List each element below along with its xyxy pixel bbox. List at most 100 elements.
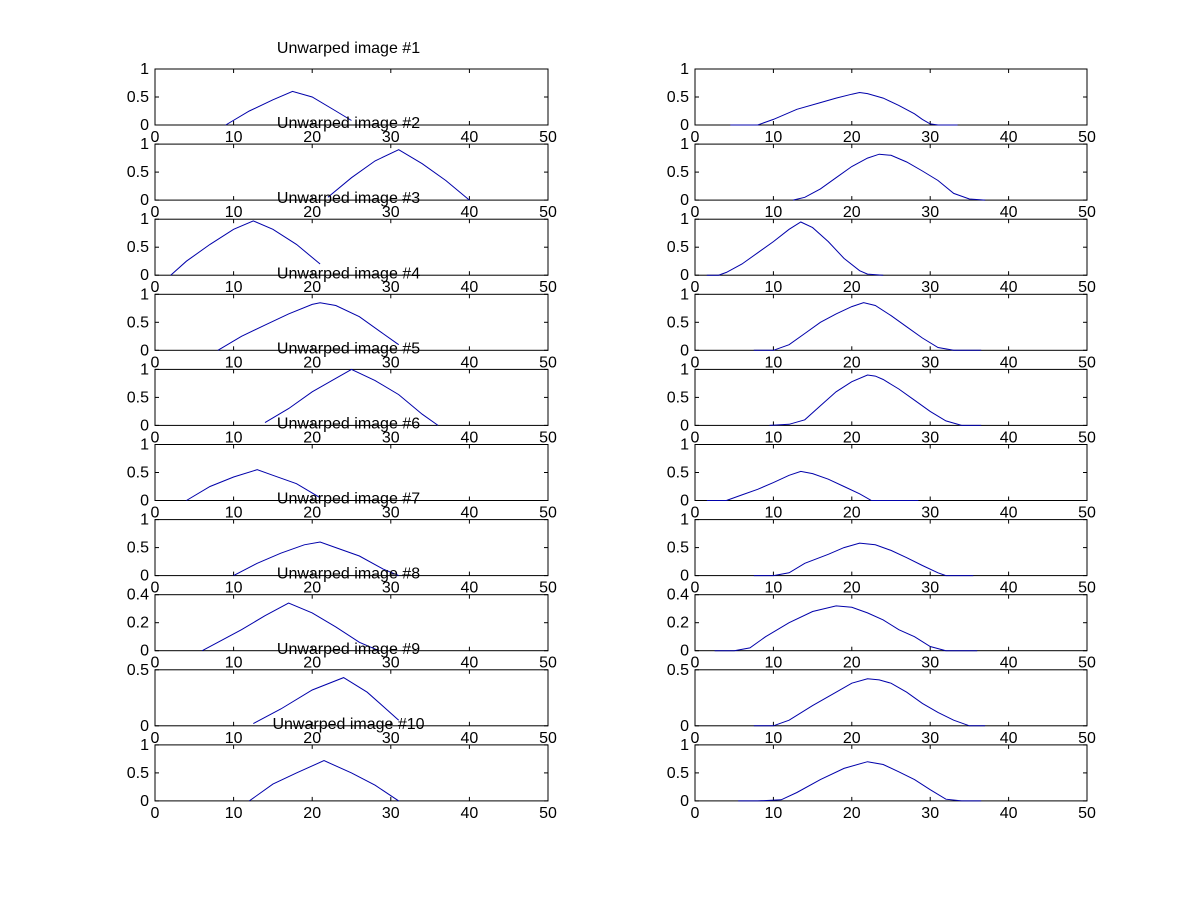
subplot-title: Unwarped image #6	[277, 416, 420, 433]
x-tick-label: 10	[225, 204, 243, 221]
x-tick-label: 10	[765, 204, 783, 221]
series-line	[217, 302, 399, 351]
x-tick-label: 10	[765, 429, 783, 446]
series-line	[233, 541, 399, 577]
y-tick-label: 1	[680, 737, 689, 754]
series-line	[753, 302, 982, 351]
subplot-7-left: 0 10 20 30 40 50 0 0.5 1 Unwarped image #7	[127, 491, 557, 597]
x-tick-label: 50	[1078, 279, 1096, 296]
x-tick-label: 40	[1000, 129, 1018, 146]
x-tick-label: 20	[843, 580, 861, 597]
x-tick-label: 40	[1000, 429, 1018, 446]
y-tick-label: 0.5	[127, 465, 149, 482]
x-tick-label: 0	[151, 730, 160, 747]
x-tick-label: 40	[461, 129, 479, 146]
y-tick-label: 1	[680, 437, 689, 454]
y-tick-label: 0	[680, 267, 689, 284]
x-tick-label: 50	[539, 805, 557, 822]
x-tick-label: 50	[1078, 129, 1096, 146]
x-tick-label: 0	[151, 655, 160, 672]
x-tick-label: 10	[765, 354, 783, 371]
y-tick-label: 0	[680, 417, 689, 434]
x-tick-label: 10	[765, 129, 783, 146]
x-tick-label: 40	[1000, 505, 1018, 522]
y-tick-label: 0	[140, 793, 149, 810]
axes-box	[694, 293, 1088, 351]
y-tick-label: 0.5	[127, 89, 149, 106]
x-tick-label: 40	[461, 279, 479, 296]
x-tick-label: 40	[1000, 730, 1018, 747]
y-tick-label: 0.5	[127, 765, 149, 782]
x-tick-label: 20	[303, 505, 321, 522]
y-tick-label: 0	[140, 192, 149, 209]
y-tick-label: 0	[140, 117, 149, 134]
y-tick-label: 0.4	[667, 587, 689, 604]
x-tick-label: 0	[151, 204, 160, 221]
y-tick-label: 0.2	[667, 615, 689, 632]
x-tick-label: 10	[765, 730, 783, 747]
y-tick-label: 0	[140, 417, 149, 434]
y-tick-label: 0	[680, 643, 689, 660]
x-tick-label: 10	[225, 580, 243, 597]
x-tick-label: 40	[461, 580, 479, 597]
x-tick-label: 0	[691, 730, 700, 747]
x-tick-label: 20	[303, 129, 321, 146]
subplot-8-left: 0 10 20 30 40 50 0 0.2 0.4 Unwarped image #8	[127, 566, 557, 672]
x-tick-label: 30	[382, 805, 400, 822]
y-tick-label: 0	[680, 192, 689, 209]
y-tick-label: 0	[680, 793, 689, 810]
x-tick-label: 0	[691, 279, 700, 296]
x-tick-label: 40	[1000, 279, 1018, 296]
x-tick-label: 0	[691, 655, 700, 672]
y-tick-label: 1	[140, 737, 149, 754]
x-tick-label: 30	[921, 805, 939, 822]
x-tick-label: 20	[303, 730, 321, 747]
series-line	[186, 469, 321, 501]
x-tick-label: 10	[225, 805, 243, 822]
x-tick-label: 30	[382, 279, 400, 296]
x-tick-label: 0	[691, 429, 700, 446]
subplot-3-left: 0 10 20 30 40 50 0 0.5 1 Unwarped image #3	[127, 190, 557, 296]
series-line	[714, 605, 978, 652]
x-tick-label: 40	[1000, 580, 1018, 597]
x-tick-label: 0	[691, 129, 700, 146]
x-tick-label: 10	[765, 655, 783, 672]
x-tick-label: 50	[539, 429, 557, 446]
x-tick-label: 50	[1078, 730, 1096, 747]
x-tick-label: 20	[843, 279, 861, 296]
y-tick-label: 1	[140, 286, 149, 303]
series-line	[753, 678, 986, 727]
x-tick-label: 40	[461, 429, 479, 446]
x-tick-label: 30	[382, 655, 400, 672]
x-tick-label: 10	[225, 655, 243, 672]
axes-box	[694, 218, 1088, 276]
x-tick-label: 10	[225, 505, 243, 522]
subplot-5-right: 0 10 20 30 40 50 0 0.5 1	[667, 361, 1096, 446]
y-tick-label: 1	[140, 512, 149, 529]
subplot-4-right: 0 10 20 30 40 50 0 0.5 1	[667, 286, 1096, 371]
x-tick-label: 0	[151, 580, 160, 597]
x-tick-label: 40	[1000, 805, 1018, 822]
subplot-6-left: 0 10 20 30 40 50 0 0.5 1 Unwarped image #6	[127, 416, 557, 522]
x-tick-label: 10	[225, 429, 243, 446]
x-tick-label: 50	[1078, 429, 1096, 446]
y-tick-label: 1	[680, 361, 689, 378]
y-tick-label: 0.4	[127, 587, 149, 604]
x-tick-label: 40	[1000, 354, 1018, 371]
y-tick-label: 1	[140, 61, 149, 78]
y-tick-label: 0.2	[127, 615, 149, 632]
x-tick-label: 0	[151, 279, 160, 296]
subplot-10-right: 0 10 20 30 40 50 0 0.5 1	[667, 737, 1096, 822]
x-tick-label: 50	[539, 580, 557, 597]
subplot-title: Unwarped image #5	[277, 340, 420, 357]
x-tick-label: 30	[382, 580, 400, 597]
x-tick-label: 50	[1078, 805, 1096, 822]
x-tick-label: 10	[225, 129, 243, 146]
x-tick-label: 20	[843, 655, 861, 672]
y-tick-label: 0	[680, 493, 689, 510]
x-tick-label: 0	[691, 805, 700, 822]
x-tick-label: 50	[539, 129, 557, 146]
subplot-1-right: 0 10 20 30 40 50 0 0.5 1	[667, 61, 1096, 146]
subplot-title: Unwarped image #9	[277, 641, 420, 658]
y-tick-label: 0.5	[667, 765, 689, 782]
